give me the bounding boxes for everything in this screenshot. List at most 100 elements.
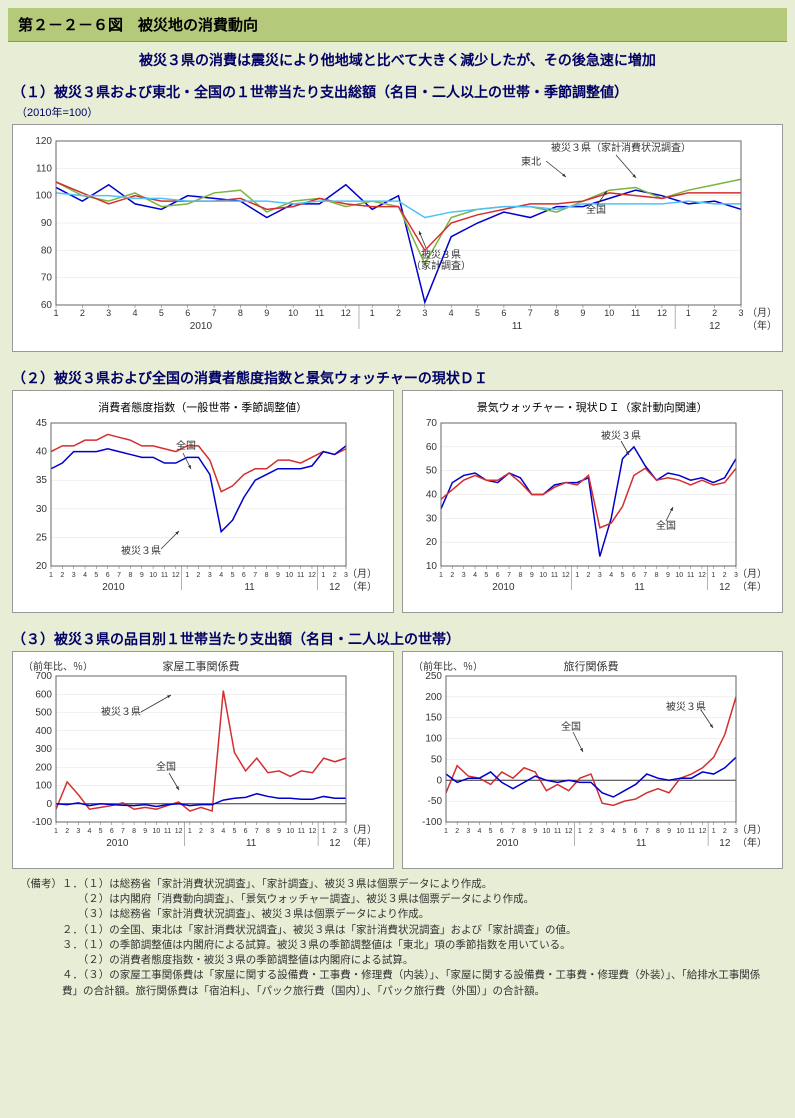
svg-text:2: 2 [60,572,64,579]
svg-text:45: 45 [36,419,48,429]
svg-text:10: 10 [542,828,550,835]
notes-prefix: （備考） [20,877,62,892]
svg-text:8: 8 [266,828,270,835]
svg-text:120: 120 [35,136,52,147]
svg-text:200: 200 [425,692,442,703]
svg-text:2: 2 [65,828,69,835]
svg-text:8: 8 [128,572,132,579]
svg-text:6: 6 [242,572,246,579]
chart3l-wrap: -100010020030040050060070012345678910111… [12,651,394,869]
chart1: 6070809010011012012345678910111212345678… [21,133,781,343]
svg-text:60: 60 [425,442,437,453]
svg-text:1: 1 [54,828,58,835]
svg-text:（年）: （年） [747,319,777,332]
svg-text:9: 9 [140,572,144,579]
svg-text:12: 12 [561,572,569,579]
svg-text:5: 5 [475,308,480,318]
notes-line-1: （２）は内閣府「消費動向調査」、「景気ウォッチャー調査」、被災３県は個票データに… [62,892,775,907]
svg-text:12: 12 [709,321,721,332]
svg-text:1: 1 [444,828,448,835]
chart2-right: 1020304050607012345678910111212345678910… [411,419,771,604]
svg-text:10: 10 [676,828,684,835]
svg-text:10: 10 [425,561,437,572]
svg-text:2010: 2010 [106,838,129,849]
svg-text:2010: 2010 [190,321,213,332]
svg-text:2010: 2010 [492,582,515,593]
svg-text:1: 1 [577,828,581,835]
svg-text:8: 8 [518,572,522,579]
svg-text:11: 11 [550,572,557,579]
svg-text:被災３県: 被災３県 [121,544,161,557]
svg-text:11: 11 [631,308,640,318]
svg-text:50: 50 [425,466,437,477]
svg-text:被災３県（家計消費状況調査）: 被災３県（家計消費状況調査） [551,141,691,154]
notes-line-4: ３．（１）の季節調整値は内閣府による試算。被災３県の季節調整値は「東北」項の季節… [62,938,775,953]
svg-text:東北: 東北 [521,155,541,168]
svg-text:20: 20 [425,537,437,548]
svg-text:2: 2 [333,572,337,579]
svg-text:2010: 2010 [102,582,125,593]
svg-text:9: 9 [665,572,669,579]
svg-text:3: 3 [422,308,427,318]
svg-text:12: 12 [172,572,180,579]
svg-text:9: 9 [143,828,147,835]
svg-text:4: 4 [477,828,481,835]
svg-text:12: 12 [698,572,706,579]
svg-text:被災３県: 被災３県 [601,429,641,442]
svg-text:6: 6 [110,828,114,835]
svg-text:9: 9 [529,572,533,579]
svg-text:10: 10 [152,828,160,835]
svg-text:（月）: （月） [747,307,777,319]
chart2r-wrap: 景気ウォッチャー・現状ＤＩ（家計動向関連） 102030405060701234… [402,390,784,613]
svg-text:5: 5 [484,572,488,579]
svg-text:50: 50 [430,754,442,765]
svg-text:500: 500 [35,708,52,719]
svg-text:8: 8 [238,308,243,318]
svg-text:11: 11 [634,582,645,593]
svg-text:7: 7 [253,572,257,579]
svg-text:5: 5 [488,828,492,835]
svg-text:7: 7 [644,828,648,835]
subtitle: 被災３県の消費は震災により他地域と比べて大きく減少したが、その後急速に増加 [8,42,787,78]
svg-text:300: 300 [35,744,52,755]
chart3-left: -100010020030040050060070012345678910111… [21,660,381,860]
svg-text:8: 8 [654,572,658,579]
svg-text:4: 4 [609,572,613,579]
svg-text:（年）: （年） [347,836,377,849]
svg-text:12: 12 [309,828,317,835]
svg-text:9: 9 [264,308,269,318]
svg-text:30: 30 [36,504,48,515]
svg-text:3: 3 [106,308,111,318]
svg-text:5: 5 [94,572,98,579]
svg-text:4: 4 [611,828,615,835]
svg-text:2: 2 [197,572,201,579]
svg-text:7: 7 [121,828,125,835]
svg-text:5: 5 [231,572,235,579]
svg-text:12: 12 [175,828,183,835]
svg-text:5: 5 [233,828,237,835]
svg-text:6: 6 [185,308,190,318]
svg-text:40: 40 [36,447,48,458]
svg-text:3: 3 [76,828,80,835]
svg-text:11: 11 [512,321,523,332]
svg-text:7: 7 [510,828,514,835]
svg-text:12: 12 [308,572,316,579]
svg-text:100: 100 [35,191,52,202]
svg-text:12: 12 [657,308,667,318]
svg-text:8: 8 [132,828,136,835]
svg-text:（月）: （月） [737,824,767,836]
svg-text:1: 1 [321,572,325,579]
svg-text:7: 7 [507,572,511,579]
svg-text:1: 1 [185,572,189,579]
svg-text:2: 2 [589,828,593,835]
svg-text:11: 11 [297,572,304,579]
svg-text:4: 4 [473,572,477,579]
svg-text:全国: 全国 [586,203,606,216]
svg-text:6: 6 [631,572,635,579]
svg-text:9: 9 [533,828,537,835]
svg-text:11: 11 [244,582,255,593]
svg-text:3: 3 [461,572,465,579]
svg-text:（前年比、％）: （前年比、％） [413,660,483,673]
svg-text:7: 7 [117,572,121,579]
svg-text:10: 10 [285,572,293,579]
